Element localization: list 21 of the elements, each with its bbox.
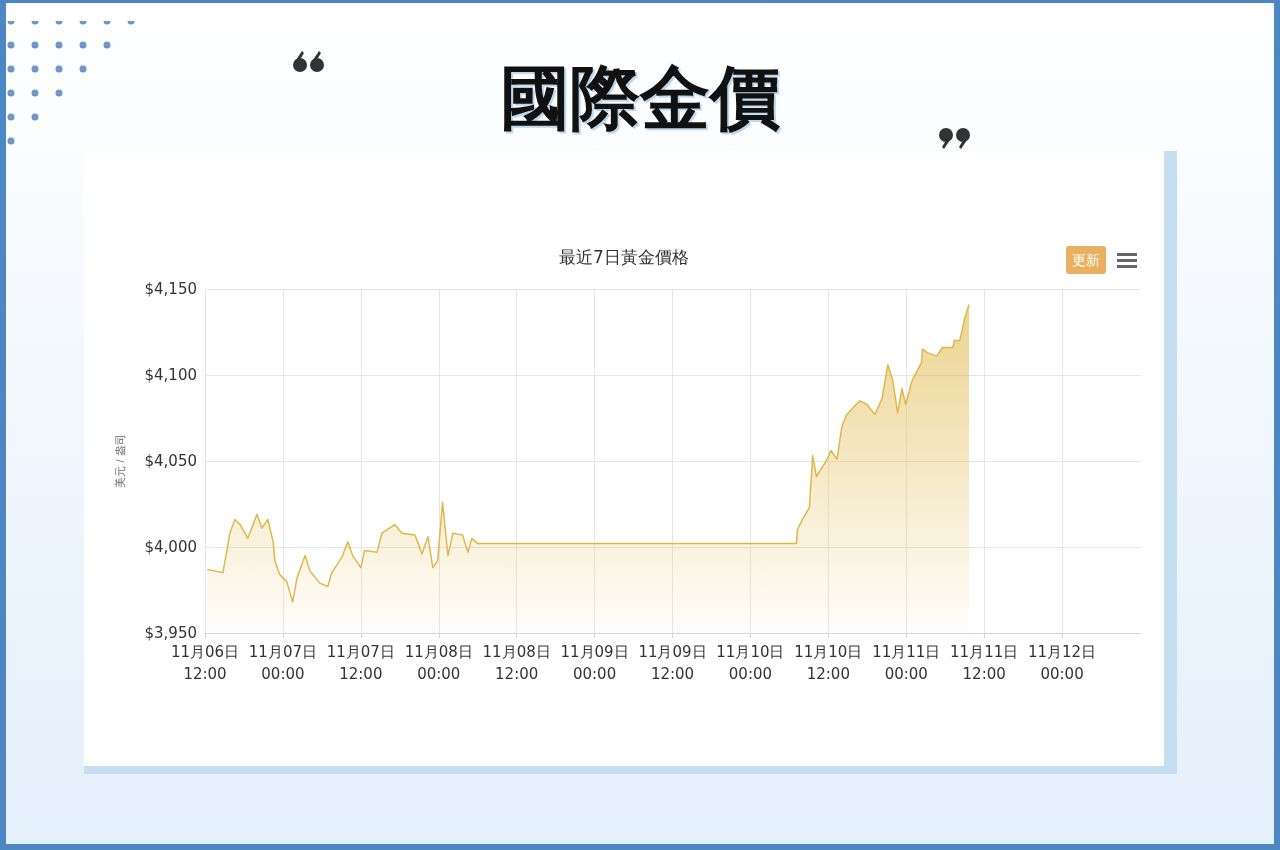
x-tick-label: 11月08日 12:00 [482,643,551,683]
x-tick-label: 11月10日 12:00 [794,643,863,683]
x-tick-label: 11月09日 12:00 [638,643,707,683]
x-tick-label: 11月09日 00:00 [560,643,629,683]
x-tick-label: 11月11日 00:00 [872,643,941,683]
text: 更新 [1066,246,1106,274]
y-axis-title: 美元 / 盎司 [113,434,126,488]
x-tick-label: 11月07日 12:00 [326,643,395,683]
y-tick-label: $4,100 [144,366,197,384]
y-tick-label: $4,000 [144,538,197,556]
x-tick-label: 11月10日 00:00 [716,643,785,683]
x-tick-label: 11月12日 00:00 [1027,643,1097,683]
x-tick-label: 11月06日 12:00 [170,643,240,683]
x-tick-label: 11月08日 00:00 [404,643,473,683]
y-tick-label: $4,150 [144,280,197,298]
x-tick-label: 11月07日 00:00 [248,643,318,683]
chart-title: 國際金價 [499,56,781,141]
chart-subtitle: 最近7日黃金價格 [559,246,689,267]
y-tick-label: $3,950 [144,624,197,642]
x-tick-label: 11月11日 12:00 [950,643,1019,683]
y-tick-label: $4,050 [144,452,197,470]
